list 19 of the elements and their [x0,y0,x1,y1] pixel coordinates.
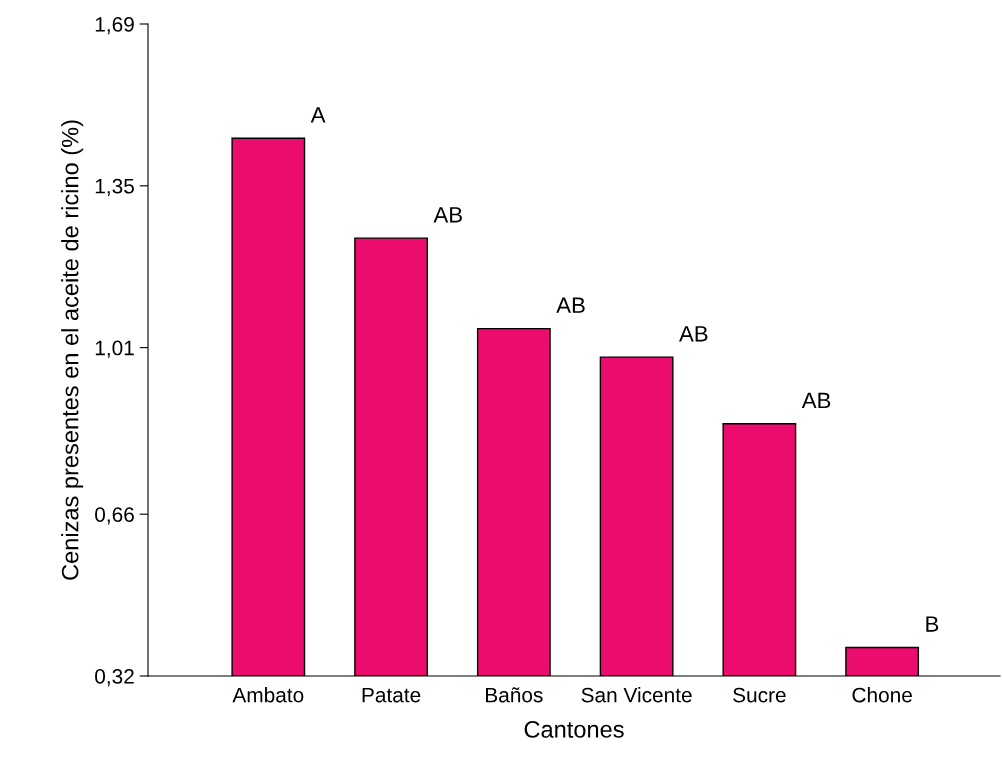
x-tick-label: Chone [852,687,912,703]
x-tick-label: San Vicente [581,687,692,703]
x-tick-label: Ambato [232,687,304,703]
y-tick-label: 0,66 [95,507,134,525]
y-tick-label: 1,35 [95,178,134,197]
annotation: AB [433,207,462,223]
annotation: AB [556,297,585,313]
y-tick-label: 1,01 [95,340,134,358]
annotation: AB [679,326,708,342]
annotation: A [310,107,326,123]
y-tick-label: 1,69 [95,17,134,35]
x-tick-label: Patate [362,687,421,703]
annotation: AB [801,392,831,409]
x-axis-title: Cantones [524,721,624,738]
annotation: B [926,616,939,632]
y-tick-label: 0,32 [95,669,134,687]
x-tick-label: Sucre [733,687,786,703]
y-axis-title: Cenizas presentes en el aceite de ricino (%) [61,120,84,580]
x-tick-label: Baños [486,687,543,703]
